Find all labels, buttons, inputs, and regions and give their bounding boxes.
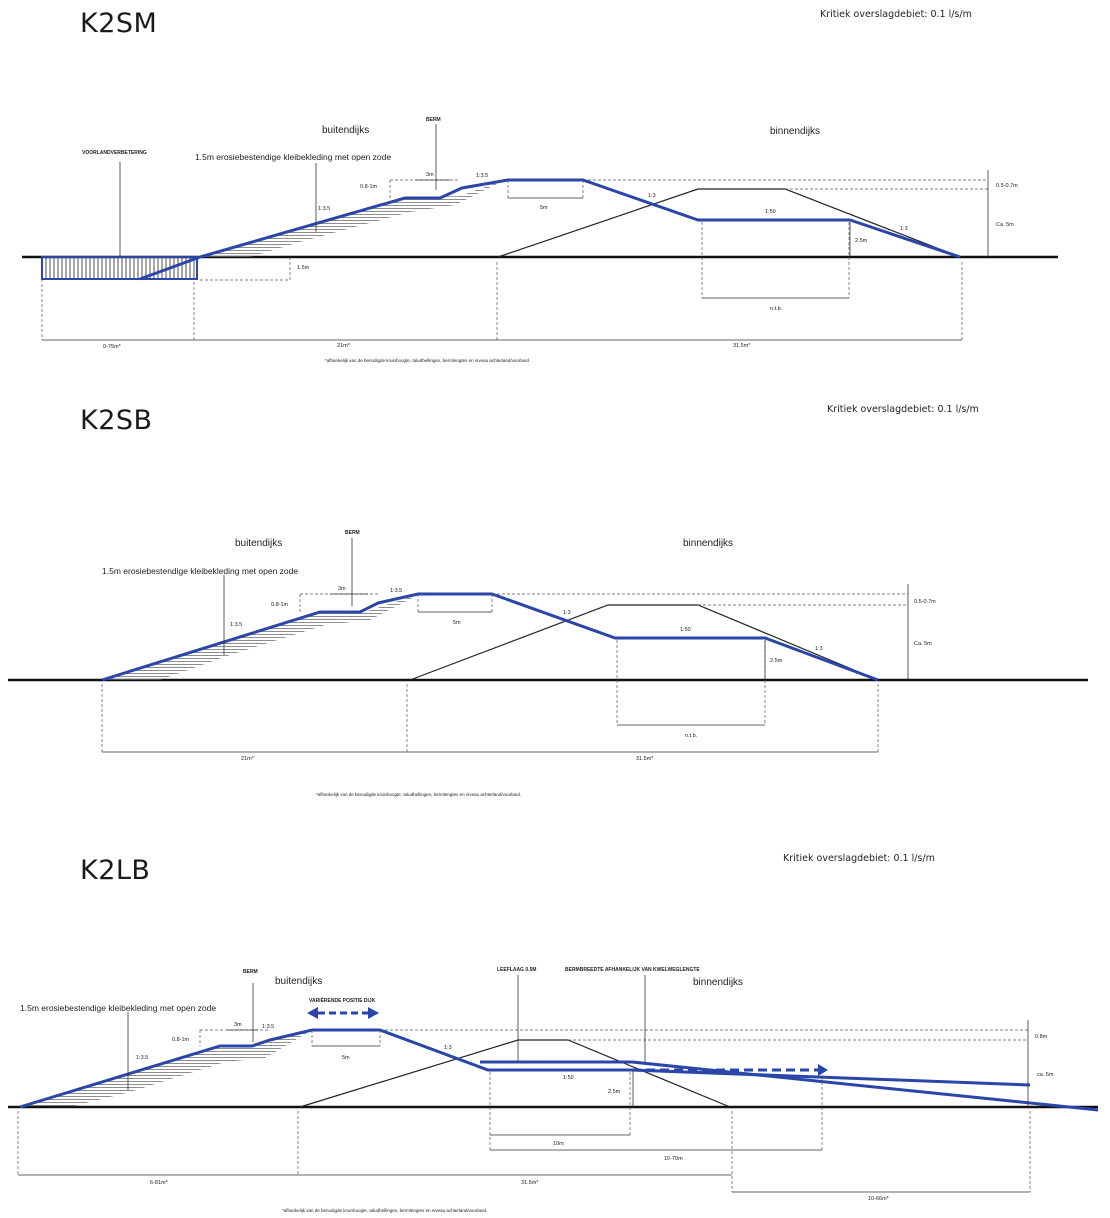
existing-dike-outline xyxy=(299,1039,731,1108)
label-binnendijks: binnendijks xyxy=(693,977,743,988)
label-depth: 1.5m xyxy=(297,265,310,271)
label-slope-upper: 1:3.5 xyxy=(390,588,402,594)
label-slope-inner: 1:3 xyxy=(444,1045,452,1051)
label-crest-width: 5m xyxy=(540,205,548,211)
dike-cross-section: buitendijks binnendijks 1.5m erosiebeste… xyxy=(22,117,1058,363)
label-total-height: Ca. 5m xyxy=(996,222,1014,228)
label-height-diff: 0.8m xyxy=(1035,1034,1048,1040)
label-variable-position: VARIËRENDE POSITIE DIJK xyxy=(309,997,376,1004)
label-flat-slope: 1:50 xyxy=(765,209,776,215)
label-binnendijks: binnendijks xyxy=(683,538,733,549)
label-slope-outer: 1:3 xyxy=(815,646,823,652)
arrow-left-icon xyxy=(307,1007,318,1019)
diagram-k2sm: K2SM Kritiek overslagdebiet: 0.1 l/s/m xyxy=(0,0,1110,380)
label-height-diff: 0.5-0.7m xyxy=(996,183,1018,189)
label-slope-upper: 1:3.5 xyxy=(262,1024,274,1030)
new-dike-berm-line xyxy=(480,1060,1099,1112)
dike-cross-section: buitendijks binnendijks 1.5m erosiebeste… xyxy=(8,967,1099,1213)
existing-dike-outline xyxy=(409,604,879,681)
label-slope-inner: 1:3 xyxy=(563,610,571,616)
label-dim-10m: 10m xyxy=(553,1141,564,1147)
arrow-right-icon xyxy=(368,1007,379,1019)
footnote: *afhankelijk van de benodigde kruinhoogt… xyxy=(282,1208,487,1213)
kritiek-overslagdebiet: Kritiek overslagdebiet: 0.1 l/s/m xyxy=(783,853,935,864)
label-slope-lower: 1:3.5 xyxy=(136,1055,148,1061)
label-slope-inner: 1:3 xyxy=(648,193,656,199)
label-crest-width: 5m xyxy=(453,620,461,626)
label-back-height: 2.5m xyxy=(608,1089,621,1095)
label-dim-voorland: 0-75m* xyxy=(103,344,122,350)
clay-revetment xyxy=(200,180,505,257)
diagram-k2lb: K2LB Kritiek overslagdebiet: 0.1 l/s/m xyxy=(0,800,1110,1218)
label-kleibekleding: 1.5m erosiebestendige kleibekleding met … xyxy=(195,152,391,162)
label-berm-height: 0.8-1m xyxy=(271,602,289,608)
label-dim-outer: 6-81m* xyxy=(150,1180,169,1186)
label-total-height: Ca. 5m xyxy=(914,641,932,647)
clay-revetment xyxy=(20,1030,312,1107)
label-dim-inner: 31.5m* xyxy=(636,756,654,762)
label-bermbreedte: BERMBREEDTE AFHANKELIJK VAN KWELWEGLENGT… xyxy=(565,967,700,973)
label-kleibekleding: 1.5m erosiebestendige kleibekleding met … xyxy=(102,566,298,576)
kritiek-overslagdebiet: Kritiek overslagdebiet: 0.1 l/s/m xyxy=(820,9,972,20)
footnote: *afhankelijk van de benodigde kruinhoogt… xyxy=(325,358,530,363)
label-slope-lower: 1:3.5 xyxy=(230,622,242,628)
label-leeflaag: LEEFLAAG 0.5M xyxy=(497,967,536,973)
label-binnendijks: binnendijks xyxy=(770,126,820,137)
diagram-title: K2LB xyxy=(80,855,151,886)
label-dim-berm: 10-66m* xyxy=(868,1196,890,1202)
label-buitendijks: buitendijks xyxy=(235,538,282,549)
label-berm-height: 0.8-1m xyxy=(360,184,378,190)
label-dim-10-70m: 10-70m xyxy=(664,1156,683,1162)
label-dim-outer: 21m* xyxy=(337,343,351,349)
new-dike-profile xyxy=(139,178,961,281)
label-height-diff: 0.5-0.7m xyxy=(914,599,936,605)
label-buitendijks: buitendijks xyxy=(275,976,322,987)
label-berm-width: 3m xyxy=(426,172,434,178)
label-dim-inner: 31.5m* xyxy=(733,343,751,349)
new-dike-profile xyxy=(101,592,879,682)
label-back-height: 2.5m xyxy=(855,238,868,244)
label-slope-upper: 1:3.5 xyxy=(476,173,488,179)
label-crest-width: 5m xyxy=(342,1055,350,1061)
label-berm: BERM xyxy=(243,969,258,975)
label-buitendijks: buitendijks xyxy=(322,125,369,136)
label-voorland: VOORLANDVERBETERING xyxy=(82,150,147,156)
label-ntb: n.t.b. xyxy=(770,306,783,312)
footnote: *afhankelijk van de benodigde kruinhoogt… xyxy=(316,792,521,797)
diagram-k2sb: K2SB Kritiek overslagdebiet: 0.1 l/s/m xyxy=(0,380,1110,800)
diagram-title: K2SM xyxy=(80,8,158,39)
label-berm: BERM xyxy=(345,530,360,536)
kritiek-overslagdebiet: Kritiek overslagdebiet: 0.1 l/s/m xyxy=(827,404,979,415)
label-berm: BERM xyxy=(426,117,441,123)
label-slope-lower: 1:3.5 xyxy=(318,206,330,212)
dike-cross-section: buitendijks binnendijks 1.5m erosiebeste… xyxy=(8,530,1088,797)
existing-dike-outline xyxy=(497,188,961,258)
label-dim-inner: 31.5m* xyxy=(521,1180,539,1186)
label-dim-outer: 21m* xyxy=(241,756,255,762)
label-flat-slope: 1:50 xyxy=(563,1075,574,1081)
label-ntb: n.t.b. xyxy=(685,733,698,739)
label-flat-slope: 1:50 xyxy=(680,627,691,633)
label-slope-outer: 1:3 xyxy=(900,226,908,232)
label-total-height: ca. 5m xyxy=(1037,1072,1054,1078)
label-back-height: 2.5m xyxy=(770,658,783,664)
arrow-right-icon xyxy=(818,1064,828,1076)
label-berm-width: 3m xyxy=(234,1022,242,1028)
label-kleibekleding: 1.5m erosiebestendige kleibekleding met … xyxy=(20,1003,216,1013)
clay-revetment xyxy=(102,594,420,680)
label-berm-width: 3m xyxy=(338,586,346,592)
label-berm-height: 0.8-1m xyxy=(172,1037,190,1043)
diagram-title: K2SB xyxy=(80,405,153,436)
